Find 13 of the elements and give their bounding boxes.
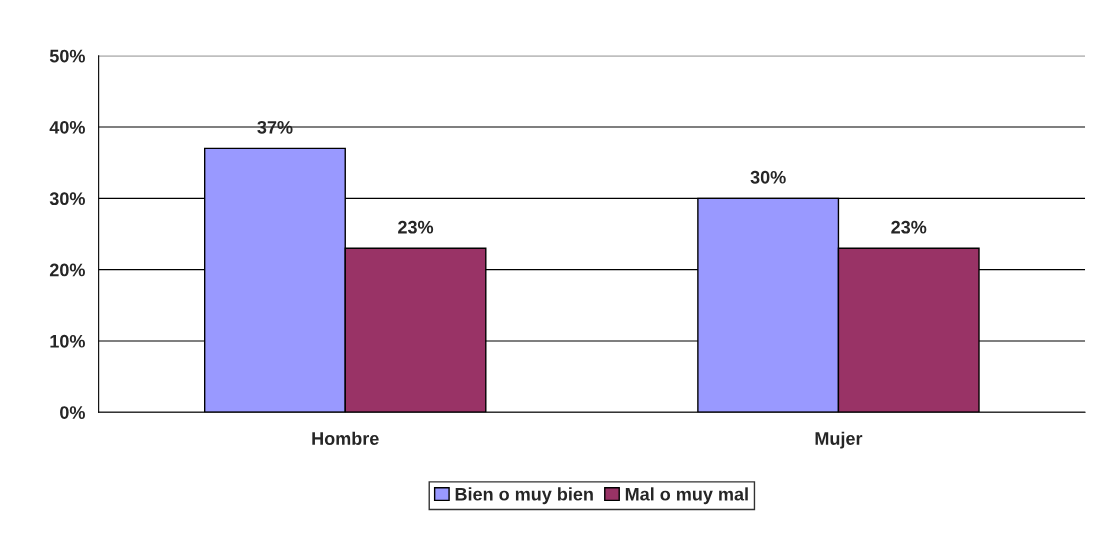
x-tick-label: Hombre [312,431,379,445]
y-tick-label: 20% [49,263,85,277]
legend-label: Mal o muy mal [625,487,748,505]
y-tick-label: 50% [49,49,85,63]
x-tick-label: Mujer [815,431,863,449]
y-tick-label: 10% [50,334,85,348]
data-label: 23% [398,220,434,234]
data-label: 30% [750,170,786,184]
y-tick-label: 40% [49,120,85,134]
legend-label: Bien o muy bien [455,487,593,505]
data-label: 23% [891,220,927,234]
y-tick-label: 0% [60,406,85,419]
y-tick-label: 30% [49,192,85,206]
